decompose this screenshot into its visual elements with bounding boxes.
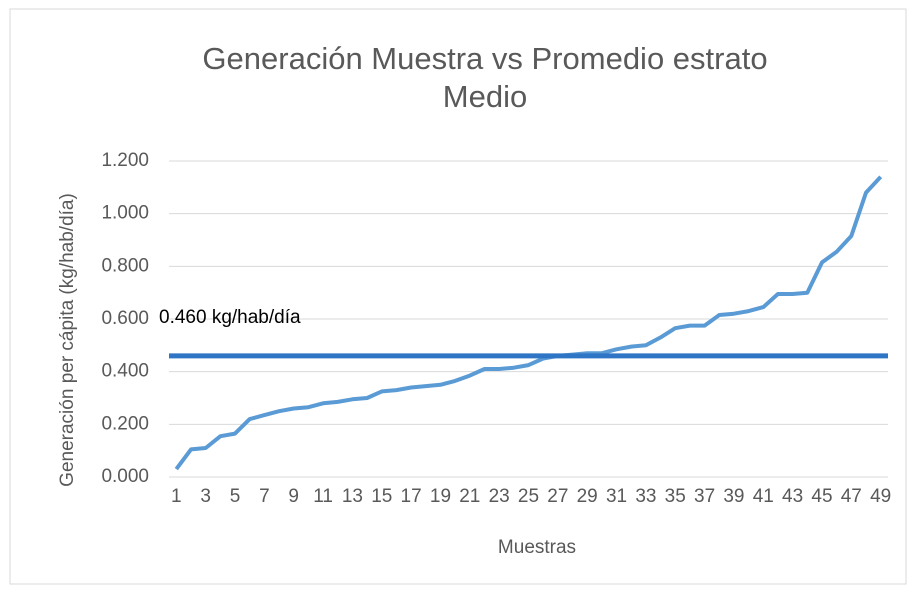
x-tick-label: 27: [547, 486, 568, 507]
x-axis-label: Muestras: [498, 537, 576, 558]
y-tick-label: 1.200: [101, 150, 149, 171]
x-tick-label: 11: [313, 486, 333, 507]
x-tick-label: 37: [694, 486, 715, 507]
x-tick-label: 31: [606, 486, 627, 507]
x-tick-label: 45: [811, 486, 832, 507]
x-tick-label: 25: [518, 486, 539, 507]
x-tick-label: 43: [782, 486, 803, 507]
x-tick-label: 17: [401, 486, 422, 507]
y-axis-label: Generación per cápita (kg/hab/día): [57, 193, 78, 487]
x-tick-label: 9: [288, 486, 299, 507]
x-tick-label: 1: [171, 486, 182, 507]
y-tick-label: 0.800: [101, 255, 149, 276]
x-tick-label: 47: [841, 486, 862, 507]
x-tick-label: 41: [753, 486, 774, 507]
data-line: [174, 175, 883, 471]
x-tick-label: 49: [870, 486, 891, 507]
x-tick-label: 29: [577, 486, 598, 507]
y-tick-label: 0.400: [101, 361, 149, 382]
x-tick-label: 33: [635, 486, 656, 507]
y-tick-label: 1.000: [101, 203, 149, 224]
chart-border: [9, 8, 907, 585]
x-tick-label: 13: [342, 486, 363, 507]
average-label: 0.460 kg/hab/día: [159, 307, 301, 328]
chart-title: Generación Muestra vs Promedio estrato M…: [202, 41, 768, 114]
x-tick-label: 39: [723, 486, 744, 507]
x-tick-label: 19: [430, 486, 451, 507]
y-tick-label: 0.600: [101, 308, 149, 329]
y-tick-label: 0.000: [101, 466, 149, 487]
x-tick-label: 5: [230, 486, 241, 507]
x-tick-label: 15: [371, 486, 392, 507]
x-tick-label: 21: [459, 486, 480, 507]
x-tick-label: 3: [200, 486, 211, 507]
x-tick-label: 7: [259, 486, 270, 507]
x-tick-label: 35: [665, 486, 686, 507]
x-tick-label: 23: [489, 486, 510, 507]
y-tick-label: 0.200: [101, 413, 149, 434]
